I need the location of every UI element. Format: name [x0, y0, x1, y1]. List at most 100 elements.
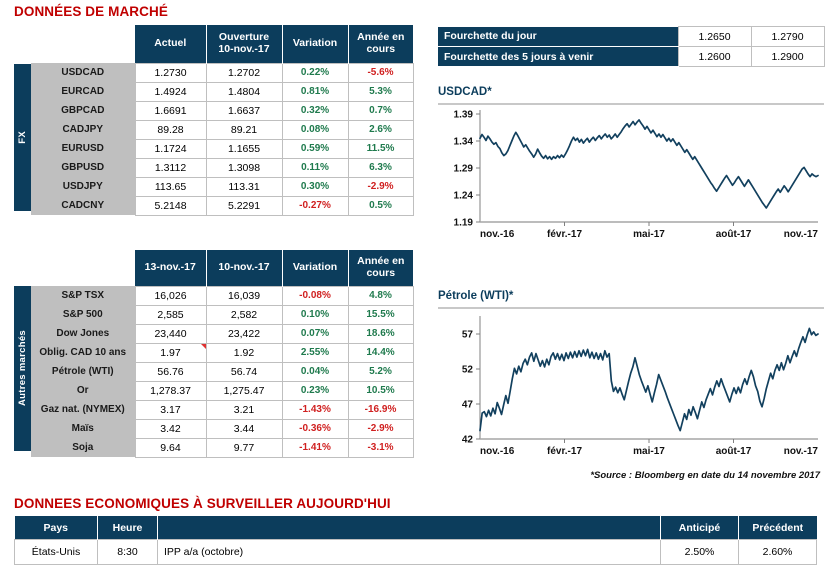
om-cell-open: 1.92	[205, 342, 283, 363]
fourchette-low-value: 1.2650	[677, 26, 752, 47]
fx-cell-ytd: 0.5%	[347, 195, 414, 216]
table-row: Dow Jones 23,440 23,422 0.07% 18.6%	[31, 323, 414, 344]
table-row: Pétrole (WTI) 56.76 56.74 0.04% 5.2%	[31, 361, 414, 382]
table-row: GBPUSD 1.3112 1.3098 0.11% 6.3%	[31, 157, 414, 178]
om-header-ytd-line2: cours	[366, 266, 396, 279]
om-cell-ytd: -2.9%	[347, 418, 414, 439]
table-row: EURUSD 1.1724 1.1655 0.59% 11.5%	[31, 138, 414, 159]
om-cell-variation: -1.41%	[281, 437, 349, 458]
econ-header-anticipe: Anticipé	[660, 516, 739, 540]
usdcad-chart-title: USDCAD*	[438, 86, 492, 98]
fx-row-label: EURCAD	[31, 82, 135, 101]
usdcad-chart-svg: 1.19 1.24 1.29 1.34 1.39 nov.-16 févr.-17 mai-1…	[454, 110, 819, 240]
fx-cell-actual: 1.2730	[134, 62, 207, 83]
econ-header-pays: Pays	[14, 516, 98, 540]
om-cell-open: 56.74	[205, 361, 283, 382]
om-cell-variation: 0.23%	[281, 380, 349, 401]
fx-cell-open: 1.3098	[205, 157, 283, 178]
wti-chart-svg: 42 47 52 57 nov.-16 févr.-17 mai-17 août-17 nov.…	[462, 316, 819, 457]
om-cell-actual: 1.97	[134, 342, 207, 363]
y-axis-tick-label: 1.39	[454, 110, 474, 121]
om-header-date2-line1: 10-nov.-17	[218, 261, 270, 273]
table-row: S&P TSX 16,026 16,039 -0.08% 4.8%	[31, 285, 414, 306]
fourchette-row-label: Fourchette du jour	[438, 26, 678, 47]
table-row: Maïs 3.42 3.44 -0.36% -2.9%	[31, 418, 414, 439]
om-cell-open: 2,582	[205, 304, 283, 325]
market-data-title: DONNÉES DE MARCHÉ	[14, 4, 168, 19]
econ-header-row: Pays Heure Anticipé Précédent	[14, 516, 817, 540]
fx-row-label: USDCAD	[31, 63, 135, 82]
econ-header-event	[157, 516, 661, 540]
fx-row-label: GBPCAD	[31, 101, 135, 120]
fx-cell-actual: 5.2148	[134, 195, 207, 216]
om-cell-actual: 3.17	[134, 399, 207, 420]
usdcad-chart: 1.19 1.24 1.29 1.34 1.39 nov.-16 févr.-17 mai-1…	[438, 106, 824, 246]
om-row-label: Gaz nat. (NYMEX)	[31, 400, 135, 419]
fx-category-strip: FX	[14, 64, 31, 211]
fx-category-label: FX	[17, 131, 28, 144]
fx-cell-variation: 0.30%	[281, 176, 349, 197]
econ-cell-country: États-Unis	[14, 539, 98, 565]
om-cell-actual: 56.76	[134, 361, 207, 382]
om-header-ytd: Année en cours	[348, 250, 413, 286]
fx-cell-actual: 113.65	[134, 176, 207, 197]
table-row: CADJPY 89.28 89.21 0.08% 2.6%	[31, 119, 414, 140]
fx-cell-open: 1.4804	[205, 81, 283, 102]
usdcad-chart-rule	[438, 103, 824, 105]
cell-comment-marker-icon	[200, 343, 206, 349]
y-axis-tick-label: 1.19	[454, 218, 474, 229]
om-cell-actual: 23,440	[134, 323, 207, 344]
fx-cell-actual: 1.3112	[134, 157, 207, 178]
fourchette-table-wrap: Fourchette du jour 1.2650 1.2790 Fourchette…	[438, 26, 825, 67]
chart-series-line	[479, 327, 819, 432]
chart-series-line	[479, 119, 819, 209]
x-axis-tick-label: nov.-17	[784, 446, 819, 457]
om-cell-open: 9.77	[205, 437, 283, 458]
table-row: USDCAD 1.2730 1.2702 0.22% -5.6%	[31, 62, 414, 83]
fx-cell-variation: 0.59%	[281, 138, 349, 159]
table-row: Oblig. CAD 10 ans 1.97 1.92 2.55% 14.4%	[31, 342, 414, 363]
om-cell-ytd: 18.6%	[347, 323, 414, 344]
fx-table-body: USDCAD 1.2730 1.2702 0.22% -5.6% EURCAD 1.4924…	[31, 62, 414, 216]
fx-row-label: CADCNY	[31, 196, 135, 215]
fourchette-table-body: Fourchette du jour 1.2650 1.2790 Fourchette…	[438, 26, 825, 67]
fx-header-open: Ouverture 10-nov.-17	[206, 25, 283, 63]
om-cell-variation: 0.10%	[281, 304, 349, 325]
x-axis-tick-label: août-17	[716, 446, 752, 457]
fx-header-variation-line1: Variation	[292, 37, 338, 49]
fx-row-label: EURUSD	[31, 139, 135, 158]
om-header-date1-line1: 13-nov.-17	[144, 261, 196, 273]
fx-cell-variation: 0.08%	[281, 119, 349, 140]
table-row: Gaz nat. (NYMEX) 3.17 3.21 -1.43% -16.9%	[31, 399, 414, 420]
om-cell-variation: 2.55%	[281, 342, 349, 363]
econ-table-wrap: Pays Heure Anticipé Précédent États-Unis…	[14, 516, 817, 565]
fx-cell-ytd: -5.6%	[347, 62, 414, 83]
fourchette-row-label: Fourchette des 5 jours à venir	[438, 46, 678, 67]
x-axis-tick-label: août-17	[716, 229, 752, 240]
table-row: USDJPY 113.65 113.31 0.30% -2.9%	[31, 176, 414, 197]
fx-cell-ytd: 6.3%	[347, 157, 414, 178]
other-markets-category-strip: Autres marchés	[14, 286, 31, 451]
om-cell-ytd: -3.1%	[347, 437, 414, 458]
fx-cell-open: 113.31	[205, 176, 283, 197]
table-row: Soja 9.64 9.77 -1.41% -3.1%	[31, 437, 414, 458]
y-axis-tick-label: 42	[462, 435, 474, 446]
fx-cell-actual: 89.28	[134, 119, 207, 140]
fx-header-ytd: Année en cours	[348, 25, 413, 63]
fx-cell-actual: 1.6691	[134, 100, 207, 121]
fx-cell-variation: 0.22%	[281, 62, 349, 83]
fx-header-ytd-line1: Année en	[357, 31, 405, 44]
fx-cell-actual: 1.1724	[134, 138, 207, 159]
om-cell-ytd: 15.5%	[347, 304, 414, 325]
om-cell-actual: 2,585	[134, 304, 207, 325]
econ-header-heure: Heure	[97, 516, 158, 540]
other-markets-table-body: S&P TSX 16,026 16,039 -0.08% 4.8% S&P 500 2,58…	[31, 285, 414, 458]
om-row-label: Dow Jones	[31, 324, 135, 343]
om-cell-ytd: 5.2%	[347, 361, 414, 382]
fx-cell-ytd: 11.5%	[347, 138, 414, 159]
om-cell-variation: -1.43%	[281, 399, 349, 420]
fx-cell-open: 89.21	[205, 119, 283, 140]
fx-header-variation: Variation	[282, 25, 349, 63]
fourchette-row: Fourchette des 5 jours à venir 1.2600 1.29…	[438, 46, 825, 67]
fx-row-label: CADJPY	[31, 120, 135, 139]
